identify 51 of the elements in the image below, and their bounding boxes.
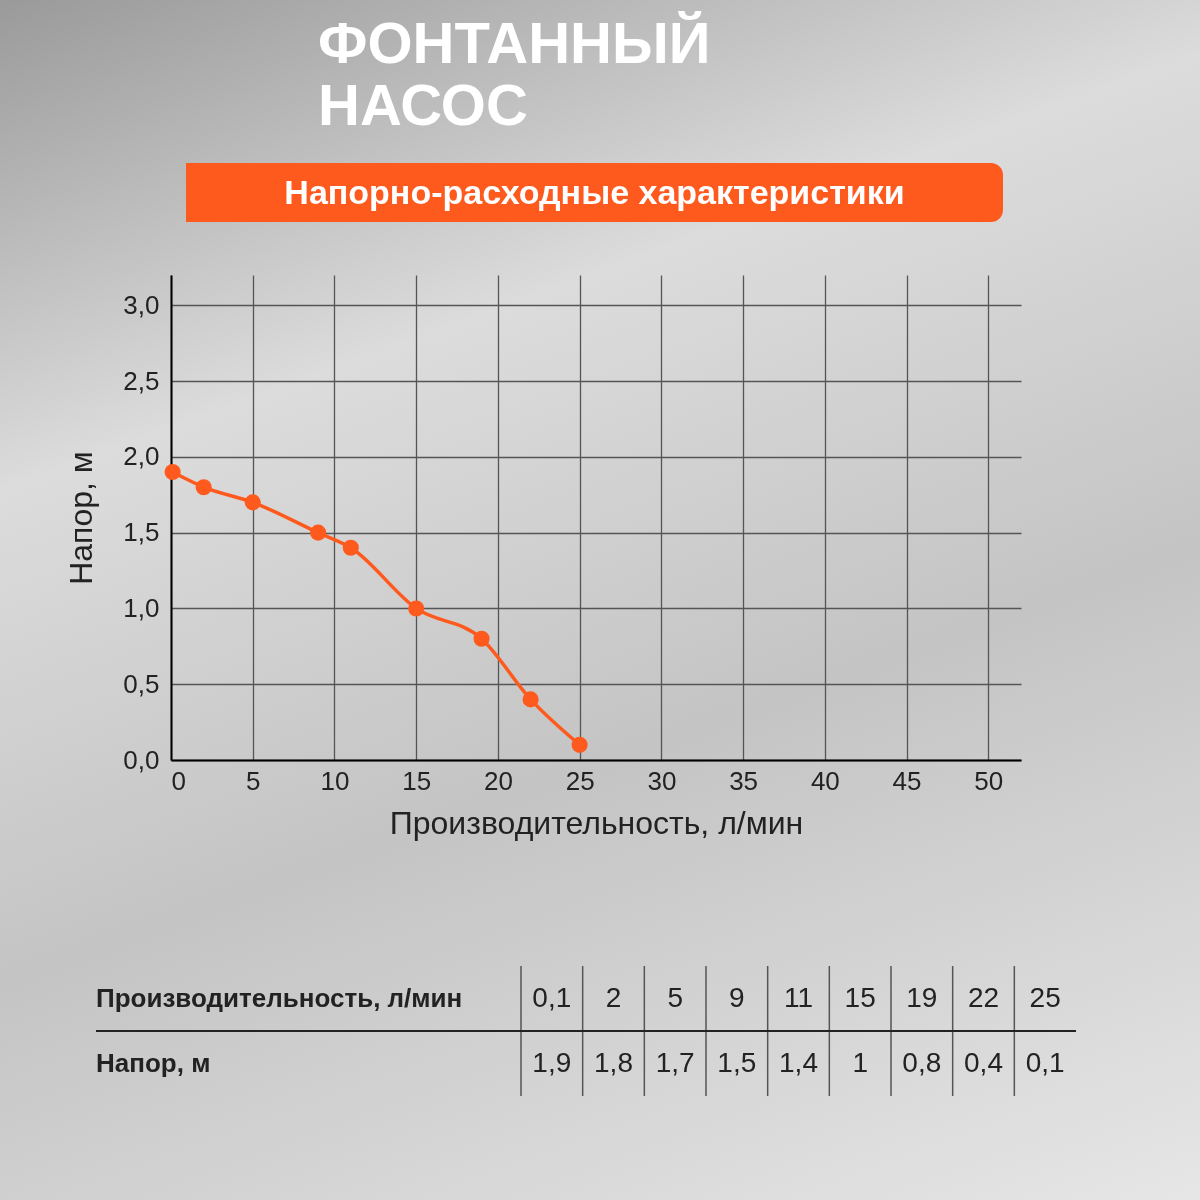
text: Производительность, л/мин	[96, 982, 463, 1013]
text: 9	[729, 981, 745, 1013]
x-tick-label: 0	[171, 765, 186, 796]
y-tick-label: 0,5	[123, 668, 160, 699]
text: 11	[783, 981, 814, 1013]
text: 15	[844, 981, 876, 1013]
text: 0,8	[902, 1046, 942, 1078]
text: 19	[906, 981, 938, 1013]
x-tick-label: 40	[810, 765, 840, 796]
text: 1,8	[594, 1046, 633, 1078]
y-tick-label: 0,0	[123, 744, 160, 775]
text: 5	[667, 981, 683, 1013]
x-tick-label: 45	[892, 765, 922, 796]
x-tick-label: 30	[647, 765, 677, 796]
x-tick-label: 25	[565, 765, 595, 796]
x-tick-label: 35	[729, 765, 759, 796]
x-tick-label: 50	[974, 765, 1004, 796]
point	[195, 479, 212, 496]
x-tick-label: 5	[246, 765, 261, 796]
y-tick-label: 3,0	[123, 289, 160, 320]
point	[408, 600, 425, 617]
point	[522, 691, 539, 708]
text: 1	[852, 1046, 868, 1078]
point	[244, 494, 261, 511]
text: 22	[967, 981, 1000, 1013]
point	[310, 524, 327, 541]
y-tick-label: 1,5	[123, 517, 160, 548]
y-axis-title: Напор, м	[63, 451, 100, 585]
chart-title: ФОНТАННЫЙ НАСОС	[318, 10, 712, 137]
text: 0,1	[1025, 1046, 1065, 1078]
x-tick-label: 15	[402, 765, 432, 796]
y-tick-label: 1,0	[123, 592, 160, 623]
point	[571, 736, 588, 753]
text: 25	[1029, 981, 1061, 1013]
text: 0,1	[532, 981, 572, 1013]
chart-subtitle: Напорно-расходные характеристики	[186, 163, 1003, 222]
text: 1,9	[532, 1046, 572, 1078]
point	[473, 630, 490, 647]
x-axis-title: Производительность, л/мин	[389, 804, 804, 841]
y-tick-label: 2,0	[123, 441, 160, 472]
text: 1,4	[779, 1046, 818, 1078]
y-tick-label: 2,5	[123, 365, 160, 396]
x-tick-label: 10	[320, 765, 350, 796]
point	[164, 463, 181, 481]
text: 1,5	[717, 1046, 757, 1078]
point	[342, 539, 359, 556]
x-tick-label: 20	[483, 765, 513, 796]
text: 1,7	[655, 1046, 695, 1078]
text: 2	[605, 981, 622, 1013]
text: 0,4	[964, 1046, 1003, 1078]
text: Напор, м	[96, 1047, 211, 1078]
